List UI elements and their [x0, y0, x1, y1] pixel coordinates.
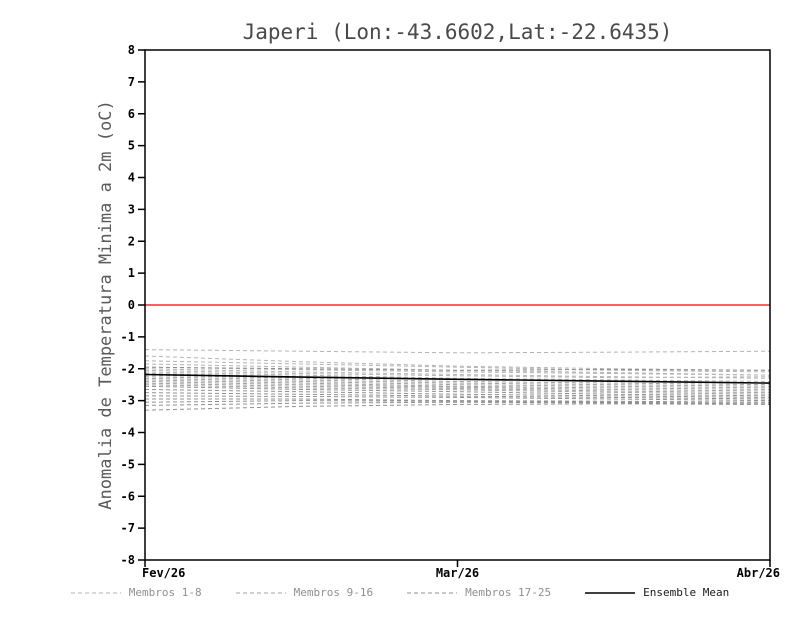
- ensemble-member-line: [144, 392, 771, 400]
- y-tick-label: -5: [121, 457, 135, 471]
- x-tick-label: Mar/26: [436, 566, 479, 580]
- ensemble-member-line: [144, 385, 771, 397]
- dashed-line-swatch: [407, 592, 458, 593]
- solid-line-swatch: [585, 591, 636, 594]
- y-tick-label: -6: [121, 489, 135, 503]
- legend-label: Ensemble Mean: [643, 586, 730, 599]
- x-tick-label: Abr/26: [737, 566, 780, 580]
- ensemble-member-line: [144, 376, 771, 387]
- ensemble-member-line: [144, 371, 771, 382]
- y-tick-label: -4: [121, 426, 135, 440]
- ensemble-member-line: [144, 349, 771, 354]
- y-tick-label: -3: [121, 394, 135, 408]
- ensemble-member-line: [144, 400, 770, 403]
- ensemble-member-line: [144, 384, 771, 395]
- ensemble-member-line: [144, 363, 771, 376]
- ensemble-member-line: [145, 398, 771, 403]
- legend: Membros 1-8 Membros 9-16 Membros 17-25 E…: [0, 586, 800, 599]
- ensemble-member-line: [144, 374, 771, 386]
- ensemble-member-line: [144, 395, 771, 402]
- legend-label: Membros 1-8: [128, 586, 202, 599]
- ensemble-member-line: [144, 369, 771, 379]
- y-tick-label: 2: [128, 234, 135, 248]
- y-tick-label: 1: [128, 266, 135, 280]
- legend-item-ensemble-mean: Ensemble Mean: [585, 586, 729, 599]
- legend-item-members-17-25: Membros 17-25: [407, 586, 551, 599]
- ensemble-member-line: [144, 401, 771, 406]
- dashed-line-swatch: [70, 592, 121, 593]
- ensemble-member-line: [144, 381, 771, 392]
- y-tick-label: 3: [128, 202, 135, 216]
- y-tick-label: -1: [121, 330, 135, 344]
- ensemble-member-line: [144, 366, 771, 376]
- chart-title: Japeri (Lon:-43.6602,Lat:-22.6435): [242, 20, 673, 44]
- y-tick-label: 8: [128, 43, 135, 57]
- y-tick-label: 6: [128, 107, 135, 121]
- ensemble-member-line: [144, 366, 771, 371]
- legend-item-members-1-8: Membros 1-8: [70, 586, 202, 599]
- legend-item-members-9-16: Membros 9-16: [235, 586, 374, 599]
- y-tick-label: 7: [128, 75, 135, 89]
- y-tick-label: 0: [128, 298, 135, 312]
- y-tick-label: 4: [128, 171, 135, 185]
- x-tick-label: Fev/26: [142, 566, 185, 580]
- y-tick-label: 5: [128, 139, 135, 153]
- legend-label: Membros 9-16: [293, 586, 374, 599]
- ensemble-member-line: [144, 403, 771, 411]
- ensemble-member-line: [144, 360, 771, 373]
- y-tick-label: -8: [121, 553, 135, 567]
- ensemble-member-line: [144, 388, 771, 398]
- y-tick-label: -2: [121, 362, 135, 376]
- ensemble-member-line: [144, 382, 771, 394]
- ensemble-member-line: [144, 379, 771, 390]
- dashed-line-swatch: [235, 592, 286, 593]
- legend-label: Membros 17-25: [465, 586, 552, 599]
- ensemble-mean-line: [144, 373, 771, 384]
- y-tick-label: -7: [121, 521, 135, 535]
- ensemble-member-line: [144, 377, 771, 389]
